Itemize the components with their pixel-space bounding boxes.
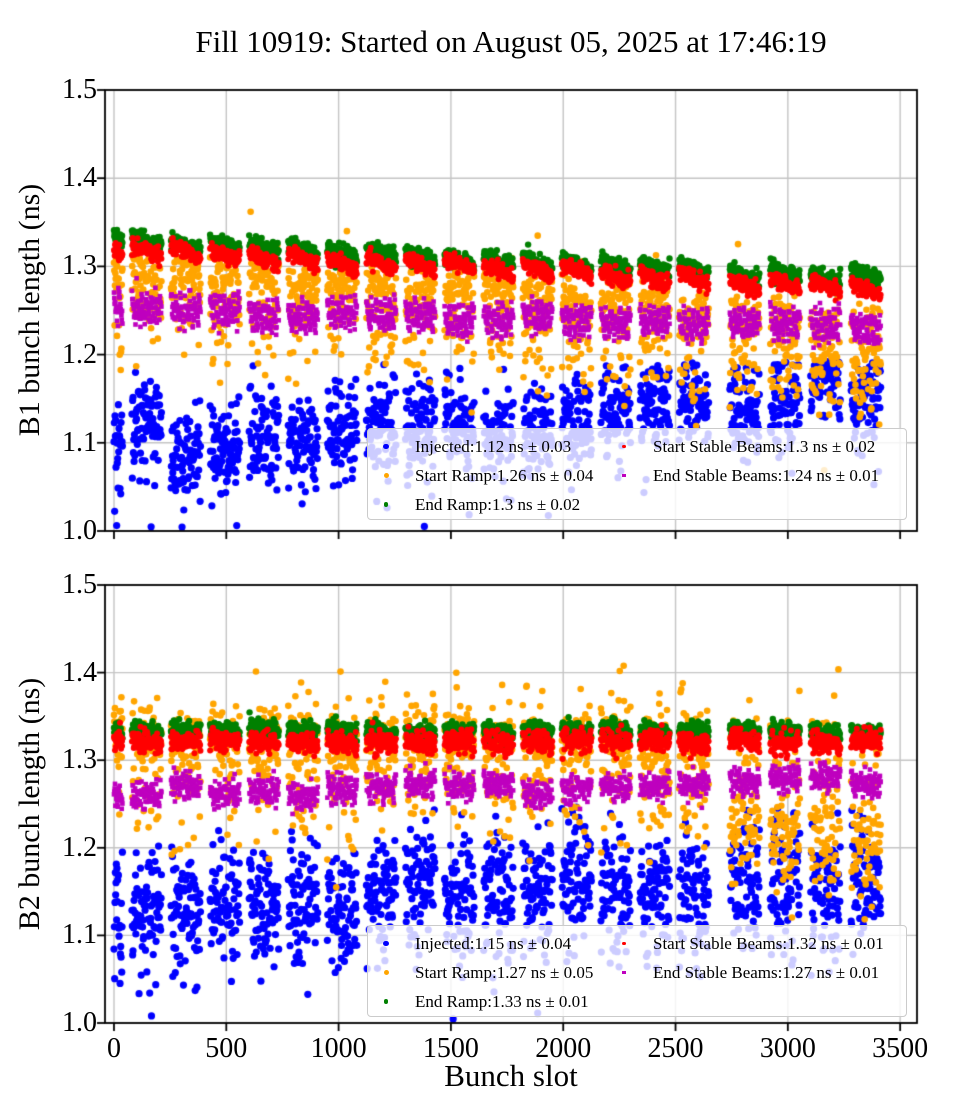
legend-marker-cell (368, 999, 404, 1004)
square-marker-icon (622, 970, 626, 975)
figure-title: Fill 10919: Started on August 05, 2025 a… (195, 24, 827, 59)
legend-item-label: Start Ramp:1.26 ns ± 0.04 (415, 465, 594, 485)
dot-marker-icon (383, 940, 389, 947)
legend-column: Injected:1.15 ns ± 0.04 Start Ramp:1.27 n… (368, 929, 606, 1016)
x-tick-label: 2000 (535, 1033, 592, 1064)
legend-item: Start Stable Beams:1.3 ns ± 0.02 (606, 432, 906, 461)
legend-item: Start Ramp:1.26 ns ± 0.04 (368, 461, 606, 490)
x-tick-label: 3500 (872, 1033, 929, 1064)
x-tick-label: 500 (205, 1033, 248, 1064)
legend-item: End Ramp:1.3 ns ± 0.02 (368, 490, 606, 519)
legend-item: End Ramp:1.33 ns ± 0.01 (368, 987, 606, 1016)
legend-item: End Stable Beams:1.24 ns ± 0.01 (606, 461, 906, 490)
legend-marker-cell (606, 473, 642, 478)
dot-marker-icon (383, 970, 389, 975)
legend-column: Injected:1.12 ns ± 0.03 Start Ramp:1.26 n… (368, 432, 606, 519)
dot-marker-icon (383, 443, 389, 450)
dot-marker-icon (383, 999, 389, 1004)
x-tick-label: 1500 (422, 1033, 479, 1064)
y-tick-label: 1.5 (62, 74, 97, 105)
legend-item: Start Ramp:1.27 ns ± 0.05 (368, 958, 606, 987)
legend-item-label: End Stable Beams:1.24 ns ± 0.01 (653, 465, 880, 485)
y-tick-label: 1.1 (62, 919, 97, 951)
legend-marker-cell (606, 941, 642, 946)
legend-item-label: Start Stable Beams:1.32 ns ± 0.01 (653, 933, 884, 953)
legend-item-label: Start Stable Beams:1.3 ns ± 0.02 (653, 436, 876, 456)
y-tick-label: 1.3 (62, 250, 97, 282)
square-marker-icon (622, 473, 626, 478)
y-tick-label: 1.2 (62, 338, 97, 370)
x-tick-label: 2500 (647, 1033, 704, 1064)
legend-item: Start Stable Beams:1.32 ns ± 0.01 (606, 929, 906, 958)
dot-marker-icon (383, 473, 389, 478)
y-tick-label: 1.3 (62, 744, 97, 776)
legend-marker-cell (606, 970, 642, 975)
y-tick-label: 1.4 (62, 162, 97, 194)
dot-marker-icon (622, 941, 626, 946)
x-tick-label: 0 (106, 1033, 121, 1064)
y-tick-label: 1.0 (62, 1007, 97, 1038)
legend-item: End Stable Beams:1.27 ns ± 0.01 (606, 958, 906, 987)
legend-item: Injected:1.12 ns ± 0.03 (368, 432, 606, 461)
legend-item-label: End Ramp:1.3 ns ± 0.02 (415, 494, 581, 514)
x-tick-label: 1000 (310, 1033, 367, 1064)
legend-item-label: End Stable Beams:1.27 ns ± 0.01 (653, 962, 880, 982)
legend-item-label: Injected:1.15 ns ± 0.04 (415, 933, 572, 953)
legend-marker-cell (368, 473, 404, 478)
legend-marker-cell (368, 502, 404, 507)
y-tick-label: 1.4 (62, 656, 97, 688)
y-axis-label-b1: B1 bunch length (ns) (13, 183, 46, 437)
dot-marker-icon (622, 444, 626, 449)
legend-marker-cell (368, 970, 404, 975)
x-axis-label: Bunch slot (444, 1058, 578, 1093)
legend-column: Start Stable Beams:1.3 ns ± 0.02 End Stab… (606, 432, 906, 519)
legend-item-label: End Ramp:1.33 ns ± 0.01 (415, 991, 589, 1011)
legend-b1: Injected:1.12 ns ± 0.03 Start Ramp:1.26 n… (367, 428, 907, 520)
legend-item: Injected:1.15 ns ± 0.04 (368, 929, 606, 958)
legend-marker-cell (368, 443, 404, 450)
y-tick-label: 1.5 (62, 569, 97, 600)
x-tick-label: 3000 (759, 1033, 816, 1064)
y-axis-label-b2: B2 bunch length (ns) (13, 677, 46, 931)
dot-marker-icon (383, 502, 389, 507)
y-tick-label: 1.0 (62, 515, 97, 546)
legend-item-label: Injected:1.12 ns ± 0.03 (415, 436, 572, 456)
legend-marker-cell (368, 940, 404, 947)
legend-item-label: Start Ramp:1.27 ns ± 0.05 (415, 962, 594, 982)
legend-b2: Injected:1.15 ns ± 0.04 Start Ramp:1.27 n… (367, 925, 907, 1017)
y-tick-label: 1.1 (62, 426, 97, 458)
legend-marker-cell (606, 444, 642, 449)
y-tick-label: 1.2 (62, 831, 97, 863)
legend-column: Start Stable Beams:1.32 ns ± 0.01 End Sta… (606, 929, 906, 1016)
